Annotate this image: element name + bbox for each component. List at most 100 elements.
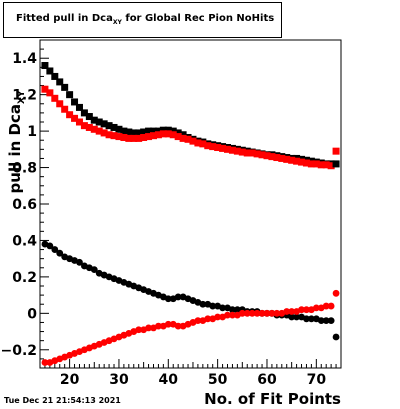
- data-point: [327, 302, 335, 310]
- data-point: [258, 309, 266, 317]
- data-point: [140, 133, 148, 141]
- data-point: [120, 133, 128, 141]
- data-point: [238, 309, 246, 317]
- data-point: [169, 131, 177, 139]
- data-point: [66, 91, 74, 99]
- y-tick-label: 0: [27, 306, 37, 322]
- chart-title-prefix: Fitted pull in Dca: [16, 13, 113, 24]
- data-point: [303, 315, 310, 323]
- data-point: [115, 125, 123, 133]
- data-point: [71, 114, 79, 122]
- y-tick-label: 0.8: [12, 161, 37, 177]
- data-point: [56, 249, 64, 257]
- data-point: [159, 126, 167, 134]
- data-point: [283, 155, 291, 163]
- data-point: [145, 127, 153, 135]
- data-point: [85, 123, 93, 131]
- data-point: [90, 266, 98, 273]
- data-point: [76, 258, 83, 266]
- data-point: [199, 300, 207, 308]
- data-point: [46, 67, 54, 75]
- y-tick-label: 0.4: [12, 233, 37, 249]
- data-point: [61, 105, 69, 113]
- data-point: [298, 158, 306, 166]
- data-point: [327, 162, 335, 170]
- data-point: [209, 302, 217, 310]
- data-point: [189, 137, 197, 145]
- data-point: [322, 317, 330, 325]
- data-point: [110, 132, 118, 140]
- edge-data-point: [332, 333, 340, 341]
- data-point: [278, 154, 286, 162]
- data-point: [174, 293, 182, 301]
- data-point: [204, 315, 212, 323]
- data-point: [149, 127, 157, 135]
- data-point: [288, 308, 296, 315]
- data-point: [140, 128, 148, 136]
- x-tick-label: 70: [307, 372, 327, 388]
- data-point: [154, 127, 162, 135]
- chart-title-subscript: XY: [112, 19, 122, 26]
- data-point: [174, 133, 182, 141]
- data-point: [214, 144, 222, 152]
- x-tick-label: 30: [109, 372, 129, 388]
- data-point: [75, 118, 83, 126]
- data-point: [130, 134, 138, 142]
- data-point: [85, 113, 93, 121]
- data-point: [317, 317, 325, 325]
- y-axis-label-subscript: XY: [17, 90, 27, 104]
- data-point: [125, 134, 133, 142]
- data-point: [56, 78, 64, 86]
- data-point: [322, 302, 330, 310]
- data-point: [80, 122, 88, 130]
- data-point: [288, 313, 296, 321]
- x-axis-label: No. of Fit Points: [204, 390, 341, 408]
- y-axis-label: pull in DcaXY: [6, 90, 27, 193]
- data-point: [149, 132, 157, 140]
- data-point: [293, 157, 301, 165]
- data-point: [273, 154, 281, 162]
- y-tick-label: 1.2: [12, 88, 37, 104]
- data-point: [145, 324, 152, 332]
- data-point: [66, 111, 74, 119]
- data-point: [80, 109, 88, 117]
- data-point: [233, 147, 241, 155]
- data-point: [41, 62, 49, 70]
- data-point: [288, 156, 296, 164]
- data-point: [100, 129, 108, 137]
- data-point: [51, 94, 59, 102]
- data-point: [219, 144, 227, 152]
- y-tick-label: 0.2: [12, 270, 37, 286]
- data-point: [248, 309, 256, 317]
- data-point: [125, 128, 133, 136]
- y-axis-label-main: pull in Dca: [6, 104, 24, 193]
- data-point: [46, 89, 54, 97]
- data-point: [130, 129, 138, 137]
- data-point: [135, 326, 143, 334]
- edge-data-point: [332, 160, 340, 168]
- data-point: [214, 313, 222, 321]
- data-point: [243, 149, 251, 157]
- data-point: [56, 100, 64, 108]
- data-point: [219, 304, 226, 312]
- data-point: [243, 309, 251, 317]
- chart-title: Fitted pull in DcaXY for Global Rec Pion…: [16, 13, 274, 26]
- x-tick-label: 60: [257, 372, 277, 388]
- data-point: [293, 313, 300, 321]
- data-point: [268, 309, 276, 317]
- data-point: [164, 295, 172, 303]
- x-tick-label: 50: [208, 372, 228, 388]
- data-point: [61, 83, 69, 91]
- data-point: [194, 317, 202, 325]
- data-point: [41, 85, 49, 93]
- data-point: [95, 118, 103, 126]
- data-point: [302, 159, 310, 167]
- data-point: [229, 306, 236, 314]
- data-point: [41, 359, 49, 366]
- data-points: [41, 62, 340, 366]
- x-tick-label: 20: [60, 372, 80, 388]
- data-point: [199, 140, 207, 148]
- data-point: [273, 309, 281, 317]
- y-tick-label: 1: [27, 124, 37, 140]
